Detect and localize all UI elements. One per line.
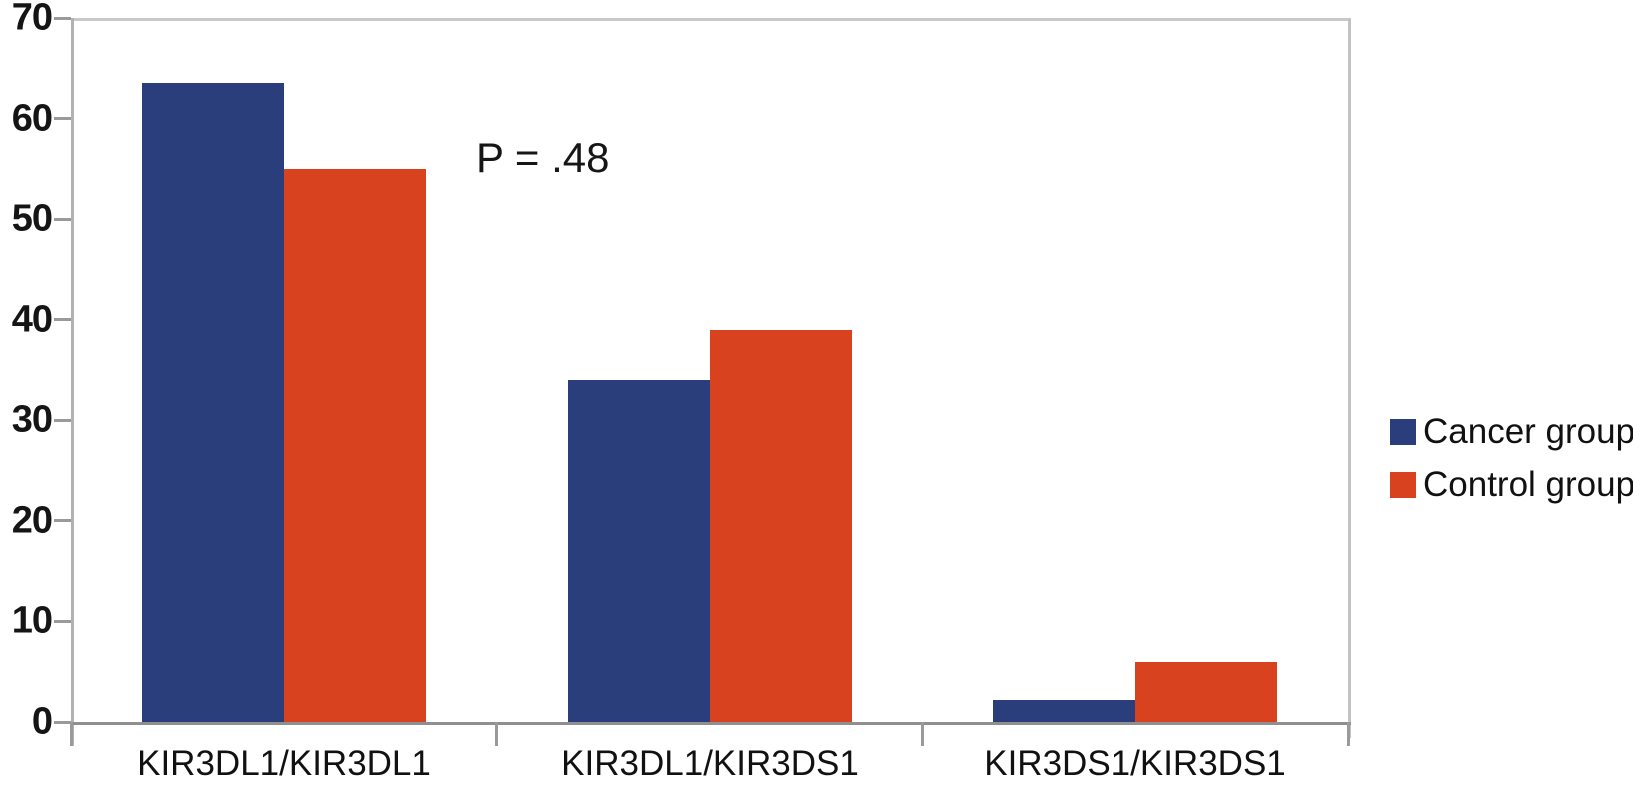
legend-item-control-group: Control group	[1390, 465, 1633, 505]
plot-border-right	[1348, 18, 1351, 738]
x-axis-tick	[1346, 722, 1350, 746]
y-axis-tick	[54, 16, 71, 20]
category-label-kir3dl1-kir3dl1: KIR3DL1/KIR3DL1	[137, 744, 431, 783]
control-group-bar	[709, 329, 852, 722]
control-group-swatch-icon	[1390, 472, 1416, 498]
legend-item-cancer-group: Cancer group	[1390, 412, 1633, 452]
cancer-group-bar	[993, 699, 1136, 722]
cancer-group-swatch-icon	[1390, 419, 1416, 445]
x-axis-line	[71, 722, 1351, 725]
legend-label-cancer-group: Cancer group	[1423, 412, 1633, 451]
legend-label-control-group: Control group	[1423, 465, 1633, 504]
y-axis-tick	[54, 117, 71, 121]
y-axis-tick-label: 60	[11, 97, 53, 140]
cancer-group-bar	[567, 380, 710, 722]
category-label-kir3dl1-kir3ds1: KIR3DL1/KIR3DS1	[561, 744, 859, 783]
y-axis-tick-label: 30	[11, 398, 53, 441]
control-group-bar	[1135, 661, 1278, 722]
plot-border-top	[71, 18, 1351, 21]
y-axis-tick-label: 70	[11, 0, 53, 39]
y-axis-tick-label: 0	[31, 700, 53, 743]
cancer-group-bar	[141, 83, 284, 722]
y-axis-line	[71, 18, 74, 746]
x-axis-tick	[69, 722, 73, 746]
y-axis-tick-label: 50	[11, 197, 53, 240]
x-axis-tick	[495, 722, 499, 746]
category-label-kir3ds1-kir3ds1: KIR3DS1/KIR3DS1	[984, 744, 1286, 783]
y-axis-tick	[54, 217, 71, 221]
y-axis-tick-label: 10	[11, 599, 53, 642]
control-group-bar	[283, 168, 426, 722]
p-value-annotation: P = .48	[476, 134, 610, 181]
y-axis-tick	[54, 619, 71, 623]
y-axis-tick	[54, 418, 71, 422]
legend: Cancer group Control group	[1390, 412, 1633, 505]
x-axis-tick	[920, 722, 924, 746]
y-axis-tick	[54, 720, 71, 724]
y-axis-tick-label: 20	[11, 499, 53, 542]
y-axis-tick-label: 40	[11, 298, 53, 341]
y-axis-tick	[54, 318, 71, 322]
y-axis-tick	[54, 519, 71, 523]
